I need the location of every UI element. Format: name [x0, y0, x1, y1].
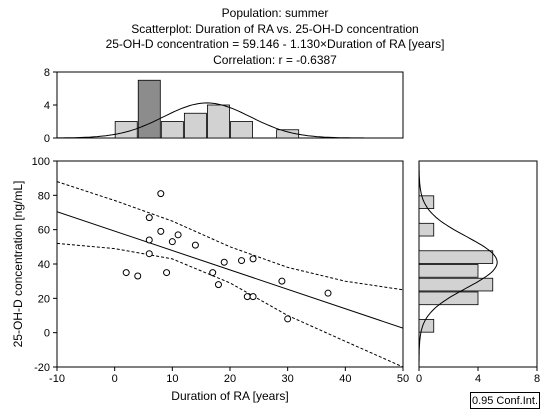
side-histogram-normal-curve — [418, 161, 498, 367]
x-tick-label: 40 — [339, 373, 351, 385]
data-point — [191, 241, 199, 249]
data-point — [145, 214, 153, 222]
x-tick-label: 10 — [166, 373, 178, 385]
y-tick-label: 60 — [38, 225, 50, 237]
side-histogram-bar — [418, 264, 479, 278]
top-histogram-bar — [160, 121, 184, 139]
data-point — [174, 231, 182, 239]
data-point — [145, 250, 153, 258]
top-histogram-bar — [230, 121, 253, 139]
y-tick-label: 20 — [38, 293, 50, 305]
chart-title: Scatterplot: Duration of RA vs. 25-OH-D … — [131, 21, 419, 36]
x-tick-label: 0 — [112, 373, 118, 385]
side-histogram-tick-label: 4 — [475, 373, 481, 385]
x-tick-label: 50 — [397, 373, 409, 385]
correlation-label: Correlation: r = -0.6387 — [213, 52, 337, 67]
data-point — [168, 238, 176, 246]
scatter-plot-frame — [56, 160, 404, 368]
x-tick-label: 20 — [224, 373, 236, 385]
confidence-band-upper — [57, 181, 403, 291]
data-point — [249, 293, 257, 301]
confidence-interval-legend: 0.95 Conf.Int. — [470, 392, 540, 409]
data-point — [157, 190, 165, 198]
regression-line — [57, 211, 403, 329]
data-point — [214, 281, 222, 289]
data-point — [122, 269, 130, 277]
y-tick-label: 80 — [38, 190, 50, 202]
top-histogram-bar — [207, 104, 230, 139]
data-point — [243, 293, 251, 301]
data-point — [324, 289, 332, 297]
side-histogram-bar — [418, 277, 494, 292]
regression-equation: 25-OH-D concentration = 59.146 - 1.130×D… — [105, 37, 445, 51]
side-histogram-tick-label: 0 — [416, 373, 422, 385]
side-histogram-bar — [418, 222, 435, 237]
data-point — [134, 272, 142, 280]
top-histogram-bar — [183, 112, 207, 139]
y-tick-label: 100 — [32, 156, 50, 168]
side-histogram-bar — [418, 319, 435, 333]
confidence-band-lower — [57, 242, 403, 367]
side-histogram-tick-label: 8 — [534, 373, 540, 385]
y-tick-label: 0 — [44, 328, 50, 340]
data-point — [278, 277, 286, 285]
top-histogram-frame — [56, 71, 404, 139]
side-histogram-frame — [418, 160, 538, 368]
data-point — [145, 236, 153, 244]
top-histogram-bar — [137, 79, 161, 139]
top-histogram-tick-label: 4 — [44, 100, 50, 112]
y-tick-label: -20 — [34, 362, 50, 374]
x-tick-label: -10 — [49, 373, 65, 385]
y-tick-label: 40 — [38, 259, 50, 271]
top-histogram-tick-label: 0 — [44, 133, 50, 145]
data-point — [249, 255, 257, 263]
x-tick-label: 30 — [282, 373, 294, 385]
data-point — [284, 315, 292, 323]
data-point — [238, 257, 246, 265]
top-histogram-bar — [114, 121, 138, 139]
top-histogram-normal-curve — [57, 102, 380, 139]
y-axis-label: 25-OH-D concentration [ng/mL] — [11, 181, 25, 348]
data-point — [209, 269, 217, 277]
x-axis-label: Duration of RA [years] — [171, 389, 288, 403]
chart-header: Population: summer Scatterplot: Duration… — [0, 6, 550, 68]
population-label: Population: summer — [221, 6, 329, 20]
side-histogram-bar — [418, 250, 494, 264]
data-point — [157, 227, 165, 235]
top-histogram-tick-label: 8 — [44, 67, 50, 79]
data-point — [220, 258, 228, 266]
data-point — [163, 269, 171, 277]
